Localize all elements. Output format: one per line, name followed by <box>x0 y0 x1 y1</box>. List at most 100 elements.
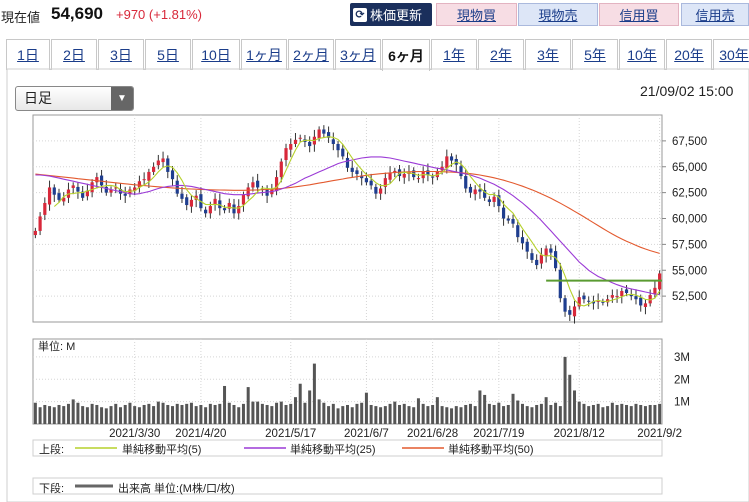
period-tabs: 1日 2日 3日 5日 10日 1ヶ月 2ヶ月 3ヶ月 6ヶ月 1年 2年 3年 5年 10年 20年 30年 <box>6 39 749 71</box>
candle <box>289 143 293 150</box>
volume-bar <box>544 397 548 424</box>
volume-bar <box>223 385 227 424</box>
spot-sell-button[interactable]: 現物売 <box>518 3 598 26</box>
interval-select[interactable]: 日足 ▼ <box>15 86 134 111</box>
candle <box>487 199 491 202</box>
candle <box>582 295 586 300</box>
candle <box>355 170 359 174</box>
volume-bar <box>128 402 132 424</box>
volume-bar <box>260 403 264 424</box>
candle <box>535 259 539 266</box>
candle <box>383 178 387 187</box>
volume-bar <box>232 404 236 424</box>
candle <box>66 189 71 198</box>
tab-period-8[interactable]: 6ヶ月 <box>382 39 430 71</box>
candle <box>426 170 430 176</box>
volume-bar <box>577 401 581 424</box>
candle <box>393 170 397 173</box>
tab-period-15[interactable]: 30年 <box>713 39 749 70</box>
candle <box>71 185 75 188</box>
candle <box>421 171 425 179</box>
candle <box>601 301 605 303</box>
volume-bar <box>308 390 312 424</box>
volume-bar <box>327 406 331 424</box>
volume-bar <box>171 406 175 424</box>
volume-bar <box>100 407 104 424</box>
tab-period-9[interactable]: 1年 <box>431 39 477 70</box>
candle <box>189 199 194 207</box>
tab-period-12[interactable]: 5年 <box>572 39 618 70</box>
candle <box>33 230 37 236</box>
volume-y-tick-label: 3M <box>674 352 690 364</box>
margin-buy-button[interactable]: 信用買 <box>599 3 679 26</box>
volume-bar <box>237 407 241 424</box>
candle <box>118 189 123 194</box>
x-tick-label: 2021/7/19 <box>473 428 524 440</box>
volume-bar <box>459 407 463 424</box>
tab-period-7[interactable]: 3ヶ月 <box>335 39 381 70</box>
price-change: +970 (+1.81%) <box>116 7 203 22</box>
tab-period-1[interactable]: 2日 <box>51 39 97 70</box>
candle <box>336 143 340 151</box>
refresh-price-button[interactable]: ⟳ 株価更新 <box>350 3 432 26</box>
volume-bar <box>412 407 416 424</box>
x-tick-label: 2021/4/20 <box>175 428 226 440</box>
volume-bar <box>421 403 425 424</box>
candle <box>317 129 321 139</box>
candle <box>416 178 421 180</box>
margin-sell-button[interactable]: 信用売 <box>681 3 749 26</box>
candle <box>47 187 52 205</box>
chart-frame <box>6 68 749 502</box>
tab-period-10[interactable]: 2年 <box>478 39 524 70</box>
volume-bar <box>317 399 321 424</box>
candle <box>251 182 255 188</box>
volume-bar <box>653 404 657 424</box>
candle <box>341 148 345 157</box>
volume-bar <box>189 402 193 424</box>
candle <box>658 273 662 290</box>
candle <box>222 208 227 211</box>
tab-period-14[interactable]: 20年 <box>666 39 712 70</box>
candle <box>99 175 104 186</box>
volume-y-tick-label: 1M <box>674 397 690 409</box>
volume-bar <box>606 406 610 424</box>
candle <box>568 310 572 315</box>
volume-bar <box>658 403 662 424</box>
candle <box>208 206 212 214</box>
volume-bar <box>265 404 269 424</box>
volume-bar <box>90 403 94 424</box>
tab-period-11[interactable]: 3年 <box>525 39 571 70</box>
volume-bar <box>407 406 411 424</box>
tab-period-3[interactable]: 5日 <box>145 39 191 70</box>
volume-bar <box>71 399 75 424</box>
candle <box>412 170 416 178</box>
volume-bar <box>573 390 577 424</box>
volume-bar <box>341 406 345 424</box>
volume-bar <box>180 404 184 424</box>
volume-bar <box>639 404 643 424</box>
tab-period-0[interactable]: 1日 <box>6 39 50 70</box>
volume-bar <box>303 402 307 424</box>
candle <box>511 219 515 224</box>
tab-period-2[interactable]: 3日 <box>98 39 144 70</box>
volume-bar <box>587 406 591 424</box>
volume-bar <box>398 404 402 424</box>
volume-bar <box>81 406 85 424</box>
candle <box>572 306 577 317</box>
tab-period-4[interactable]: 10日 <box>192 39 240 70</box>
spot-buy-button[interactable]: 現物買 <box>436 3 517 26</box>
candle <box>260 189 264 191</box>
x-tick-label: 2021/6/28 <box>407 428 458 440</box>
tab-period-5[interactable]: 1ヶ月 <box>241 39 287 70</box>
volume-bar <box>95 404 99 424</box>
candle <box>43 202 47 215</box>
candle <box>128 189 132 195</box>
candle <box>525 241 529 252</box>
tab-period-13[interactable]: 10年 <box>619 39 665 70</box>
candle <box>279 161 283 178</box>
tab-period-6[interactable]: 2ヶ月 <box>288 39 334 70</box>
candle <box>639 297 643 306</box>
legend-ma50-label: 単純移動平均(50) <box>448 444 534 456</box>
candle <box>57 193 61 200</box>
